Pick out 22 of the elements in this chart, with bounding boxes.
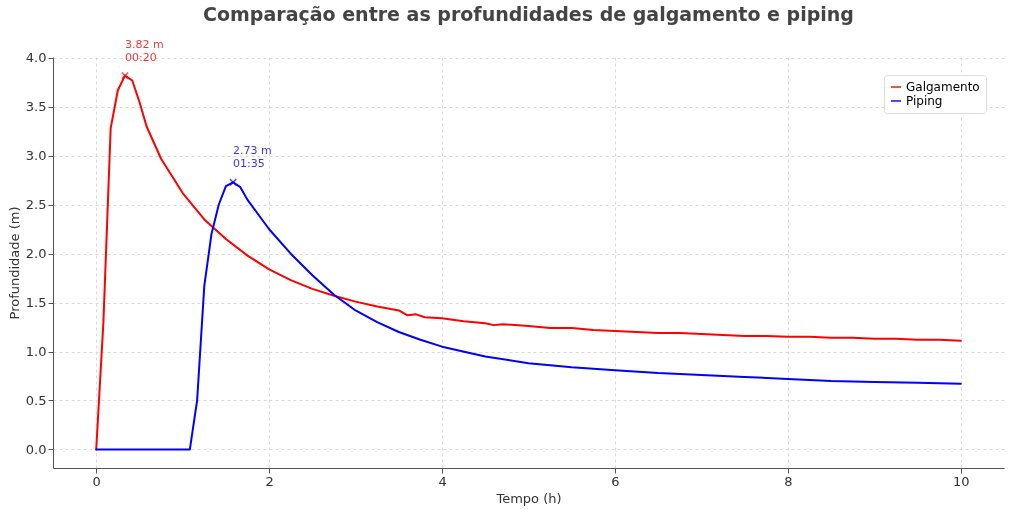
y-tick-label: 2.0 <box>25 246 47 262</box>
annotation: 2.73 m 01:35 <box>233 144 272 171</box>
x-tick-label: 4 <box>438 473 447 489</box>
chart-title: Comparação entre as profundidades de galgamento e piping <box>203 2 854 25</box>
x-tick-label: 0 <box>92 473 101 489</box>
y-tick-label: 3.5 <box>25 99 47 115</box>
y-axis-title: Profundidade (m) <box>6 206 22 320</box>
y-tick-label: 1.0 <box>25 344 47 360</box>
x-tick-label: 6 <box>611 473 620 489</box>
x-axis-title: Tempo (h) <box>495 490 562 506</box>
y-tick-label: 3.0 <box>25 148 47 164</box>
legend-label: Galgamento <box>906 80 980 94</box>
legend-label: Piping <box>906 94 943 108</box>
x-tick-label: 8 <box>784 473 793 489</box>
x-tick-label: 2 <box>265 473 274 489</box>
annotation: 3.82 m 00:20 <box>125 37 164 64</box>
y-tick-label: 2.5 <box>25 197 47 213</box>
y-tick-label: 1.5 <box>25 295 47 311</box>
x-tick-label: 10 <box>953 473 970 489</box>
y-tick-label: 0.5 <box>25 392 47 408</box>
y-tick-label: 4.0 <box>25 50 47 66</box>
y-tick-label: 0.0 <box>25 441 47 457</box>
